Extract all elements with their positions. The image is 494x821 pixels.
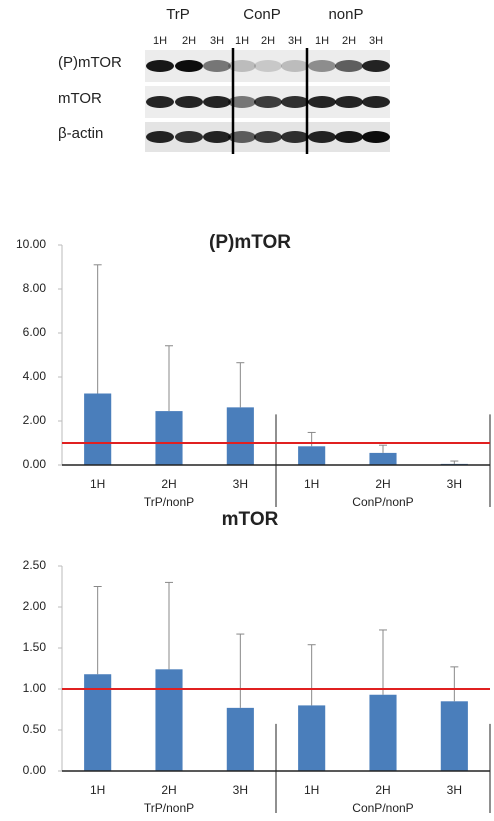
lane-label: 2H bbox=[182, 35, 196, 47]
blot-band bbox=[308, 60, 336, 72]
y-tick-label: 1.00 bbox=[23, 681, 47, 695]
bar bbox=[227, 407, 254, 465]
blot-band bbox=[203, 60, 231, 72]
error-bar bbox=[450, 461, 458, 464]
blot-band bbox=[281, 96, 309, 108]
error-bar bbox=[379, 630, 387, 695]
x-tick-label: 3H bbox=[233, 477, 248, 491]
error-bar bbox=[236, 363, 244, 408]
blot-band bbox=[362, 60, 390, 72]
error-bar bbox=[379, 445, 387, 453]
y-tick-label: 0.50 bbox=[23, 722, 47, 736]
bar bbox=[227, 708, 254, 771]
blot-band bbox=[362, 96, 390, 108]
x-tick-label: 1H bbox=[304, 477, 319, 491]
x-tick-label: 3H bbox=[233, 783, 248, 797]
x-tick-label: 1H bbox=[90, 783, 105, 797]
bar bbox=[298, 446, 325, 465]
lane-label: 3H bbox=[210, 35, 224, 47]
group-label: ConP/nonP bbox=[352, 801, 413, 815]
blot-band bbox=[335, 131, 363, 143]
bar bbox=[298, 705, 325, 771]
x-tick-label: 3H bbox=[447, 783, 462, 797]
blot-band bbox=[335, 60, 363, 72]
blot-row-label: β-actin bbox=[58, 125, 103, 142]
lane-label: 1H bbox=[153, 35, 167, 47]
blot-band bbox=[254, 60, 282, 72]
blot-group-label: ConP bbox=[243, 6, 281, 23]
western-blot bbox=[145, 48, 390, 154]
y-tick-label: 2.00 bbox=[23, 413, 47, 427]
lane-label: 2H bbox=[261, 35, 275, 47]
y-tick-label: 0.00 bbox=[23, 457, 47, 471]
blot-band bbox=[362, 131, 390, 143]
blot-band bbox=[335, 96, 363, 108]
bar bbox=[155, 669, 182, 771]
x-tick-label: 2H bbox=[161, 783, 176, 797]
lane-label: 1H bbox=[315, 35, 329, 47]
x-tick-label: 3H bbox=[447, 477, 462, 491]
error-bar bbox=[165, 346, 173, 411]
y-tick-label: 10.00 bbox=[16, 237, 46, 251]
blot-band bbox=[203, 131, 231, 143]
group-label: TrP/nonP bbox=[144, 801, 194, 815]
y-tick-label: 8.00 bbox=[23, 281, 47, 295]
chart-title: (P)mTOR bbox=[209, 232, 291, 253]
x-tick-label: 2H bbox=[375, 477, 390, 491]
bar bbox=[84, 394, 111, 466]
blot-band bbox=[281, 131, 309, 143]
blot-band bbox=[308, 96, 336, 108]
blot-band bbox=[228, 96, 256, 108]
blot-band bbox=[203, 96, 231, 108]
y-tick-label: 2.50 bbox=[23, 558, 47, 572]
error-bar bbox=[94, 265, 102, 394]
bar bbox=[369, 453, 396, 465]
y-tick-label: 0.00 bbox=[23, 763, 47, 777]
y-tick-label: 6.00 bbox=[23, 325, 47, 339]
x-tick-label: 1H bbox=[90, 477, 105, 491]
blot-row-label: (P)mTOR bbox=[58, 54, 122, 71]
error-bar bbox=[165, 582, 173, 669]
error-bar bbox=[94, 587, 102, 675]
chart-title: mTOR bbox=[222, 509, 279, 530]
blot-row-label: mTOR bbox=[58, 90, 102, 107]
figure: TrP ConP nonP 1H 2H 3H 1H 2H 3H 1H 2H 3H (P)mTOR mTOR… bbox=[0, 0, 494, 821]
bar bbox=[369, 695, 396, 771]
x-tick-label: 1H bbox=[304, 783, 319, 797]
blot-band bbox=[254, 96, 282, 108]
error-bar bbox=[308, 645, 316, 706]
blot-band bbox=[146, 60, 174, 72]
lane-label: 3H bbox=[288, 35, 302, 47]
error-bar bbox=[450, 667, 458, 701]
blot-band bbox=[146, 96, 174, 108]
blot-band bbox=[228, 60, 256, 72]
page: {"blot": {"groups": ["TrP", "ConP", "non… bbox=[0, 0, 494, 821]
lane-label: 1H bbox=[235, 35, 249, 47]
blot-band bbox=[281, 60, 309, 72]
y-tick-label: 2.00 bbox=[23, 599, 47, 613]
x-tick-label: 2H bbox=[375, 783, 390, 797]
group-label: ConP/nonP bbox=[352, 495, 413, 509]
bar bbox=[441, 701, 468, 771]
blot-group-label: nonP bbox=[328, 6, 363, 23]
blot-band bbox=[254, 131, 282, 143]
blot-band bbox=[146, 131, 174, 143]
blot-band bbox=[228, 131, 256, 143]
y-tick-label: 4.00 bbox=[23, 369, 47, 383]
error-bar bbox=[236, 634, 244, 708]
blot-group-label: TrP bbox=[166, 6, 190, 23]
bar bbox=[155, 411, 182, 465]
lane-label: 2H bbox=[342, 35, 356, 47]
blot-band bbox=[308, 131, 336, 143]
blot-band bbox=[175, 96, 203, 108]
x-tick-label: 2H bbox=[161, 477, 176, 491]
lane-label: 3H bbox=[369, 35, 383, 47]
blot-band bbox=[175, 131, 203, 143]
blot-band bbox=[175, 60, 203, 72]
error-bar bbox=[308, 432, 316, 446]
group-label: TrP/nonP bbox=[144, 495, 194, 509]
y-tick-label: 1.50 bbox=[23, 640, 47, 654]
